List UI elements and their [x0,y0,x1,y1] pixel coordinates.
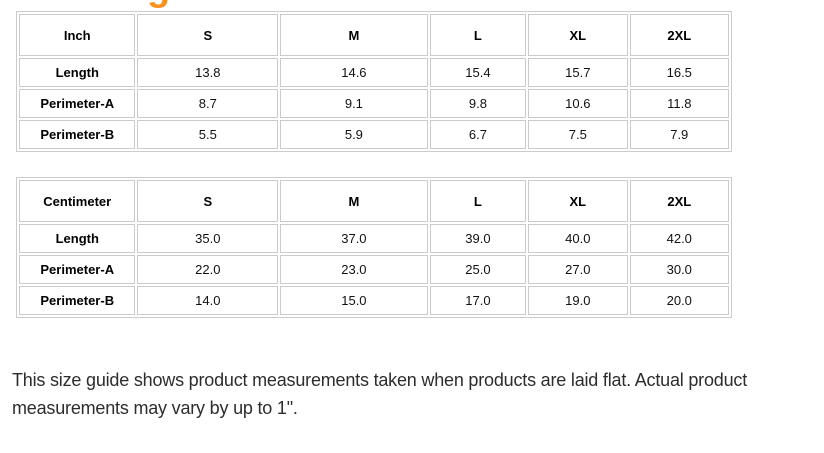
cell-value: 40.0 [528,224,628,253]
cell-value: 9.1 [280,89,428,118]
cell-value: 22.0 [137,255,279,284]
column-header-s: S [137,14,279,56]
cell-value: 20.0 [629,286,729,315]
cell-value: 5.5 [137,120,279,149]
cell-value: 14.6 [280,58,428,87]
column-header-l: L [429,14,527,56]
column-header-s: S [137,180,279,222]
cell-value: 7.9 [629,120,729,149]
table-header-row: Inch S M L XL 2XL [19,14,729,56]
note-line-1: This size guide shows product measuremen… [12,370,747,390]
table-header-row: Centimeter S M L XL 2XL [19,180,729,222]
cell-value: 30.0 [629,255,729,284]
truncated-heading-fragment: g [147,0,170,7]
column-header-m: M [280,180,428,222]
row-label: Perimeter-B [19,286,136,315]
cell-value: 19.0 [528,286,628,315]
row-label: Perimeter-B [19,120,136,149]
row-label: Perimeter-A [19,255,136,284]
table-row-length: Length 35.0 37.0 39.0 40.0 42.0 [19,224,729,253]
cell-value: 10.6 [528,89,628,118]
table-row-length: Length 13.8 14.6 15.4 15.7 16.5 [19,58,729,87]
cell-value: 11.8 [629,89,729,118]
column-header-2xl: 2XL [629,14,729,56]
cell-value: 42.0 [629,224,729,253]
size-guide-note: This size guide shows product measuremen… [12,366,824,422]
column-header-xl: XL [528,14,628,56]
row-label: Length [19,58,136,87]
size-table-inch: Inch S M L XL 2XL Length 13.8 14.6 15.4 … [16,11,732,152]
unit-header-cell: Centimeter [19,180,136,222]
row-label: Perimeter-A [19,89,136,118]
row-label: Length [19,224,136,253]
unit-header-cell: Inch [19,14,136,56]
table-row-perimeter-b: Perimeter-B 5.5 5.9 6.7 7.5 7.9 [19,120,729,149]
cell-value: 27.0 [528,255,628,284]
cell-value: 13.8 [137,58,279,87]
column-header-2xl: 2XL [629,180,729,222]
cell-value: 6.7 [429,120,527,149]
cell-value: 37.0 [280,224,428,253]
column-header-xl: XL [528,180,628,222]
cell-value: 35.0 [137,224,279,253]
cell-value: 15.7 [528,58,628,87]
cell-value: 16.5 [629,58,729,87]
column-header-m: M [280,14,428,56]
size-tables-container: Inch S M L XL 2XL Length 13.8 14.6 15.4 … [16,11,732,318]
cell-value: 7.5 [528,120,628,149]
table-row-perimeter-b: Perimeter-B 14.0 15.0 17.0 19.0 20.0 [19,286,729,315]
table-row-perimeter-a: Perimeter-A 22.0 23.0 25.0 27.0 30.0 [19,255,729,284]
cell-value: 39.0 [429,224,527,253]
cell-value: 5.9 [280,120,428,149]
cell-value: 23.0 [280,255,428,284]
cell-value: 8.7 [137,89,279,118]
cell-value: 9.8 [429,89,527,118]
cell-value: 15.0 [280,286,428,315]
cell-value: 17.0 [429,286,527,315]
cell-value: 14.0 [137,286,279,315]
size-table-centimeter: Centimeter S M L XL 2XL Length 35.0 37.0… [16,177,732,318]
table-row-perimeter-a: Perimeter-A 8.7 9.1 9.8 10.6 11.8 [19,89,729,118]
cell-value: 25.0 [429,255,527,284]
column-header-l: L [429,180,527,222]
cell-value: 15.4 [429,58,527,87]
note-line-2: measurements may vary by up to 1". [12,398,298,418]
